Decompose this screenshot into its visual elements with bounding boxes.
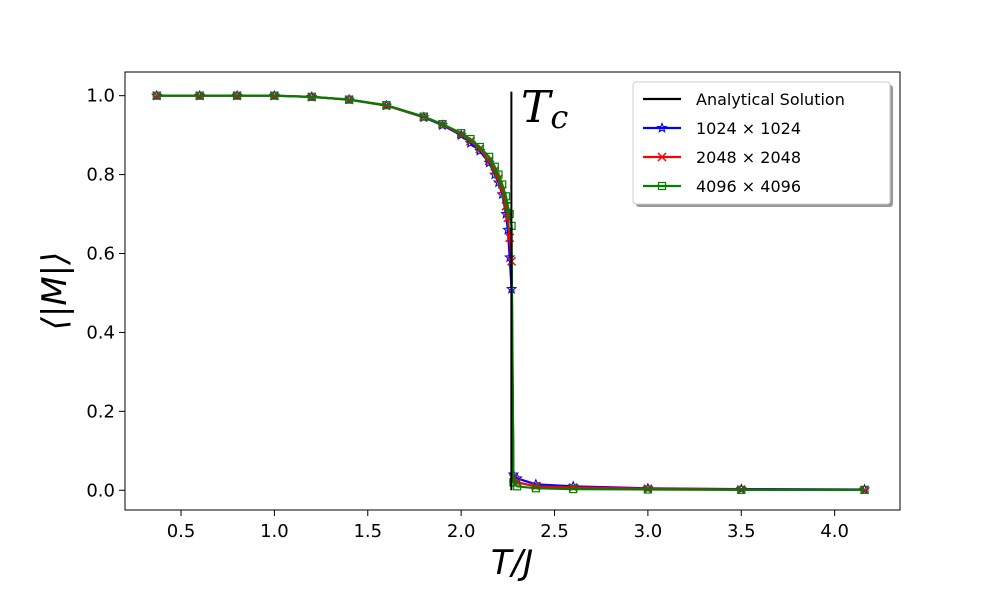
series-3-point-22	[513, 482, 522, 491]
y-tick-label-1: 0.0	[86, 480, 115, 501]
legend-entry-3: 2048 × 2048	[643, 148, 801, 167]
x-tick-label-8: 4.0	[820, 521, 849, 542]
series-2-point-24-stroke-b	[568, 482, 578, 493]
series-3-point-3	[232, 91, 242, 100]
series-3-point-13	[485, 152, 494, 161]
series-2-point-11-stroke-b	[465, 136, 476, 146]
x-tick-label-3: 1.5	[353, 521, 382, 542]
legend: Analytical Solution 1024 × 1024 2048 × 204…	[632, 81, 893, 207]
series-3-point-6	[344, 95, 354, 104]
x-tick-label-5: 2.5	[540, 521, 569, 542]
legend-entry-2: 1024 × 1024	[643, 119, 801, 138]
legend-entry-1-label: Analytical Solution	[696, 90, 845, 109]
x-axis-label: T/J	[491, 543, 533, 583]
series-2-point-1	[152, 91, 162, 101]
legend-entry-3-label: 2048 × 2048	[696, 148, 801, 167]
y-tick-label-3: 0.4	[86, 322, 115, 343]
y-axis-label: ⟨|M|⟩	[35, 252, 75, 331]
legend-entry-2-label: 1024 × 1024	[696, 119, 801, 138]
series-3-point-14	[490, 162, 499, 171]
series-3-point-4	[270, 91, 279, 100]
legend-entry-1: Analytical Solution	[643, 90, 845, 109]
x-tick-label-7: 3.5	[727, 521, 756, 542]
legend-entry-4-label: 4096 × 4096	[696, 177, 801, 196]
series-2-point-12-stroke-b	[475, 144, 485, 154]
x-tick-label-1: 0.5	[167, 521, 196, 542]
series-3-line	[156, 94, 865, 491]
series-3-point-8	[419, 112, 428, 121]
legend-box	[632, 81, 891, 205]
tc-annotation-subscript: c	[550, 98, 568, 136]
y-tick-label-4: 0.6	[86, 244, 115, 265]
legend-entry-3-marker-stroke-b	[657, 152, 667, 162]
series-2-point-17-stroke-b	[501, 201, 511, 211]
legend-entry-3-marker	[657, 152, 667, 162]
x-tick-label-6: 3.0	[634, 521, 663, 542]
plot-area	[151, 89, 871, 495]
series-2-point-1-stroke-b	[152, 91, 162, 101]
axes: 0.5 1.0 1.5 2.0 2.5 3.0 3.5 4.0 0.0 0.2 0.4 0.6 0.8 1…	[86, 71, 901, 542]
axes-frame	[124, 71, 901, 511]
series-3	[152, 91, 869, 494]
legend-entry-4-marker	[657, 181, 667, 191]
series-3-point-15	[494, 170, 503, 179]
series-3-point-9	[438, 119, 447, 129]
series-3-point-5	[307, 92, 316, 101]
series-3-point-16	[498, 180, 507, 189]
series-3-point-11	[466, 134, 475, 144]
series-3-point-1	[152, 91, 161, 100]
series-2-point-12	[475, 144, 485, 154]
series-3-point-25	[643, 485, 652, 494]
y-tick-label-6: 1.0	[86, 86, 115, 107]
series-3-point-24	[569, 484, 578, 494]
series-3-point-12	[475, 142, 484, 152]
series-3-point-26	[737, 485, 746, 494]
series-3-point-27	[860, 485, 869, 494]
tc-annotation-main: T	[521, 82, 554, 133]
series-3-point-23	[531, 484, 540, 493]
y-tick-label-5: 0.8	[86, 165, 115, 186]
series-3-point-2	[195, 91, 204, 100]
legend-entry-2-marker	[656, 122, 668, 133]
tc-annotation: Tc	[521, 82, 568, 136]
series-3-point-10	[457, 129, 466, 138]
y-tick-label-2: 0.2	[86, 401, 115, 422]
series-3-point-19	[505, 209, 514, 219]
series-3-point-7	[382, 101, 391, 110]
x-tick-label-4: 2.0	[447, 521, 476, 542]
series-3-point-17	[501, 192, 511, 201]
legend-entry-4: 4096 × 4096	[643, 177, 801, 196]
x-tick-label-2: 1.0	[260, 521, 289, 542]
